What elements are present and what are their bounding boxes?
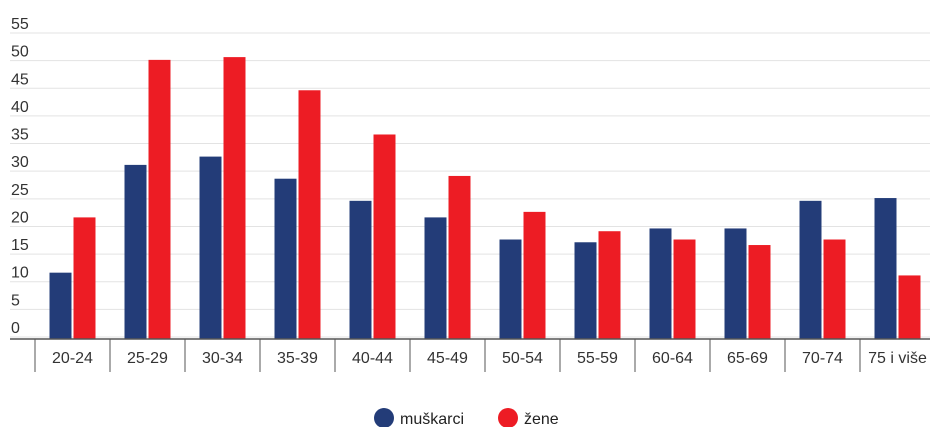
bar-series-2 — [373, 134, 396, 339]
x-tick-label: 35-39 — [277, 350, 318, 367]
legend: muškarci žene — [374, 408, 559, 427]
bar-series-2 — [748, 245, 771, 339]
bar-series-2 — [223, 57, 246, 339]
bar-series-1 — [874, 198, 897, 339]
bar-series-2 — [823, 239, 846, 339]
x-axis: 20-24 25-29 30-34 35-39 40-44 45-49 50-54 55-59… — [10, 338, 930, 372]
y-tick-label: 40 — [11, 99, 29, 116]
y-tick-label: 35 — [11, 127, 29, 144]
x-tick-label: 55-59 — [577, 350, 618, 367]
bar-series-1 — [424, 217, 447, 339]
bar-series-1 — [649, 228, 672, 339]
bar-series-1 — [724, 228, 747, 339]
bars — [49, 57, 921, 339]
bar-series-2 — [73, 217, 96, 339]
bar-series-2 — [598, 231, 621, 339]
bar-series-1 — [349, 200, 372, 339]
bar-series-1 — [499, 239, 522, 339]
y-tick-label: 5 — [11, 292, 20, 309]
y-tick-label: 10 — [11, 265, 29, 282]
legend-item: muškarci — [374, 408, 464, 427]
x-tick-label: 50-54 — [502, 350, 543, 367]
y-tick-label: 30 — [11, 154, 29, 171]
y-tick-label: 25 — [11, 182, 29, 199]
y-tick-label: 50 — [11, 44, 29, 61]
bar-series-1 — [124, 164, 147, 339]
x-tick-label: 65-69 — [727, 350, 768, 367]
y-tick-label: 15 — [11, 237, 29, 254]
y-tick-label: 0 — [11, 320, 20, 337]
x-tick-label: 45-49 — [427, 350, 468, 367]
legend-marker — [498, 408, 518, 427]
bar-series-1 — [274, 178, 297, 339]
bar-series-1 — [199, 156, 222, 339]
legend-label: muškarci — [400, 411, 464, 427]
x-tick-label: 20-24 — [52, 350, 93, 367]
bar-series-2 — [898, 275, 921, 339]
y-tick-label: 55 — [11, 16, 29, 33]
bar-series-1 — [49, 272, 72, 339]
bar-series-2 — [673, 239, 696, 339]
bar-series-2 — [298, 90, 321, 339]
legend-marker — [374, 408, 394, 427]
legend-item: žene — [498, 408, 559, 427]
y-tick-label: 20 — [11, 209, 29, 226]
x-tick-label: 75 i više — [868, 350, 927, 367]
x-tick-label: 40-44 — [352, 350, 393, 367]
y-tick-label: 45 — [11, 71, 29, 88]
bar-series-1 — [574, 242, 597, 339]
bar-series-2 — [523, 211, 546, 339]
y-axis-ticks: 0 5 10 15 20 25 30 35 40 45 50 55 — [11, 16, 29, 337]
legend-label: žene — [524, 411, 559, 427]
bar-series-1 — [799, 200, 822, 339]
x-tick-label: 70-74 — [802, 350, 843, 367]
x-tick-label: 30-34 — [202, 350, 243, 367]
x-tick-label: 25-29 — [127, 350, 168, 367]
bar-series-2 — [148, 59, 171, 339]
x-tick-label: 60-64 — [652, 350, 693, 367]
bar-series-2 — [448, 175, 471, 339]
